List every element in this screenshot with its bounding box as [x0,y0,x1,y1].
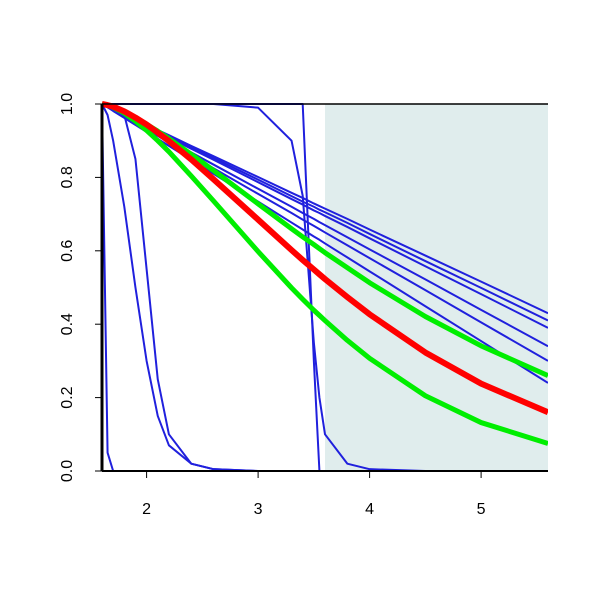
y-tick-label: 0.0 [59,460,76,482]
x-tick-label: 4 [365,501,374,518]
axis-layer: 2 3 4 5 0.0 0.2 0.4 0.6 0.8 1.0 [59,93,548,518]
y-tick-label: 0.6 [59,240,76,262]
shaded-region [325,104,548,471]
series-line [102,101,548,416]
x-tick-label: 5 [477,501,486,518]
y-tick-label: 0.8 [59,166,76,188]
x-tick-label: 3 [254,501,263,518]
y-tick-label: 0.2 [59,386,76,408]
x-tick-label: 2 [142,501,151,518]
y-tick-label: 1.0 [59,93,76,115]
shade-layer [325,104,548,471]
y-tick-label: 0.4 [59,313,76,335]
